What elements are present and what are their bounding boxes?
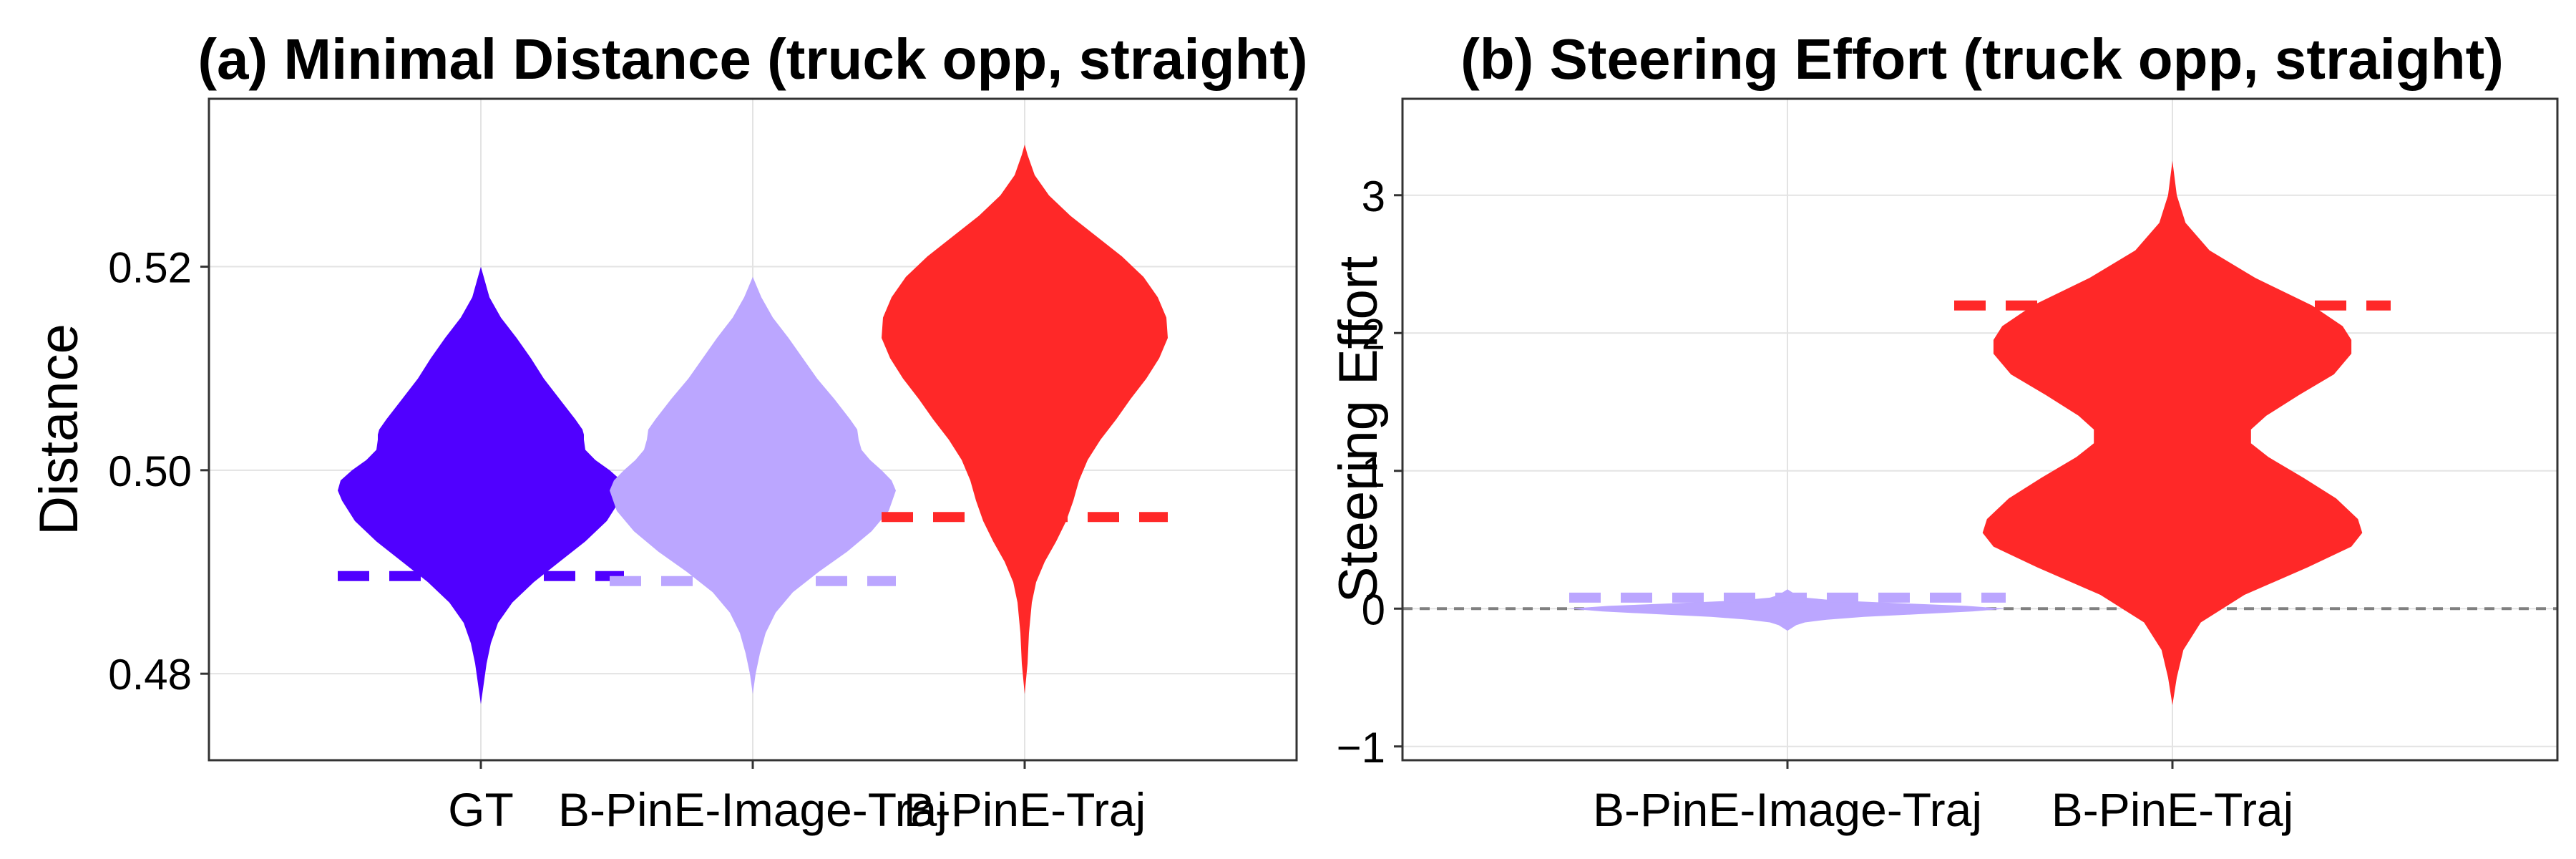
panel-a-ticks: 0.48 0.50 0.52 GT B-PinE-Image-TrajB-PinE-Tr… <box>108 244 1146 836</box>
panel-b-y-axis-label: Steering Effort <box>1328 256 1389 603</box>
panel-a-violins <box>338 145 1168 704</box>
panel-b-gridlines <box>1402 99 2557 760</box>
panel-a-y-axis-label: Distance <box>29 324 89 535</box>
panel-b: −1 0 1 2 3 B-PinE-Image-Traj B-PinE-Traj (b) S… <box>1328 27 2559 836</box>
violin-b-pine-traj <box>1982 160 2363 706</box>
panel-b-ticks: −1 0 1 2 3 B-PinE-Image-Traj B-PinE-Traj <box>1337 173 2294 836</box>
y-tick-label: −1 <box>1337 724 1385 772</box>
y-tick-label: 1 <box>1362 448 1385 496</box>
panel-a: 0.48 0.50 0.52 GT B-PinE-Image-TrajB-PinE-Tr… <box>29 27 1308 836</box>
x-tick-label: GT <box>448 783 514 836</box>
y-tick-label: 2 <box>1362 310 1385 358</box>
y-tick-label: 0.50 <box>108 447 192 495</box>
y-tick-label: 3 <box>1362 173 1385 220</box>
x-tick-label: B-PinE-Image-Traj <box>558 783 947 836</box>
violin-b-pine-traj <box>882 145 1168 694</box>
violin-gt <box>338 266 624 704</box>
x-tick-label: B-PinE-Traj <box>904 783 1146 836</box>
panel-b-title: (b) Steering Effort (truck opp, straight… <box>1460 27 2504 91</box>
panel-b-violins <box>1402 160 2557 706</box>
x-tick-label: B-PinE-Image-Traj <box>1593 783 1982 836</box>
violin-b-pine-image-traj <box>1569 589 2006 631</box>
y-tick-label: 0 <box>1362 586 1385 634</box>
x-tick-label: B-PinE-Traj <box>2051 783 2294 836</box>
panel-b-plot-frame <box>1401 97 2559 762</box>
violin-b-pine-image-traj <box>610 276 896 694</box>
y-tick-label: 0.48 <box>108 651 192 699</box>
panel-a-title: (a) Minimal Distance (truck opp, straigh… <box>197 27 1307 91</box>
y-tick-label: 0.52 <box>108 244 192 292</box>
